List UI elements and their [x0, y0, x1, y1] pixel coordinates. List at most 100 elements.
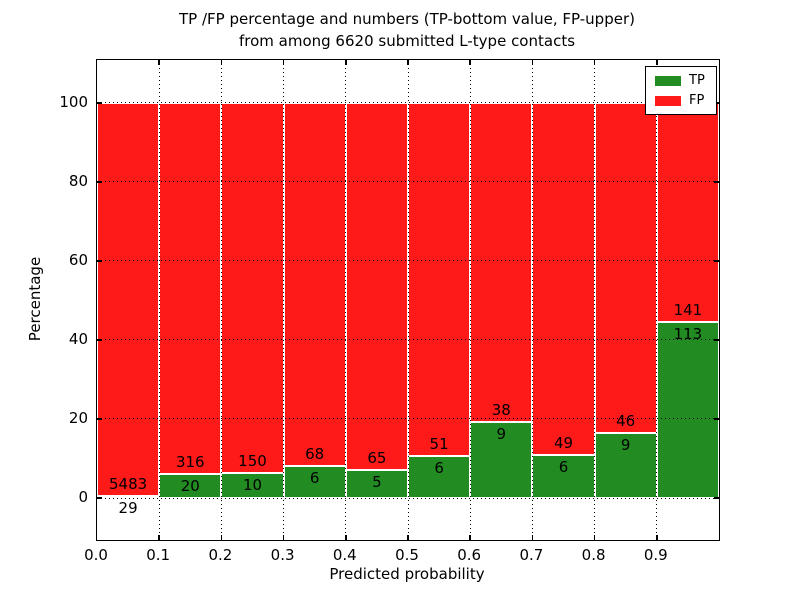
tp-bar-segment: [97, 495, 160, 498]
x-tick: [282, 535, 285, 540]
tp-count-label: 113: [673, 325, 703, 344]
v-gridline: [656, 60, 658, 540]
x-axis-label: Predicted probability: [329, 565, 485, 583]
tp-bar-segment: [470, 422, 533, 498]
x-tick-label: 0.5: [395, 546, 419, 564]
y-tick-label: 20: [68, 408, 88, 427]
x-tick-label: 0.9: [643, 546, 668, 564]
x-tick: [469, 535, 471, 540]
y-tick: [714, 181, 719, 183]
v-gridline: [594, 60, 596, 540]
fp-bar-segment: [594, 102, 657, 434]
y-tick: [97, 260, 102, 262]
x-tick: [282, 60, 285, 65]
v-gridline: [220, 60, 222, 540]
v-gridline: [158, 60, 160, 540]
y-tick: [714, 260, 719, 262]
tp-bar-segment: [532, 454, 595, 498]
x-tick: [593, 535, 596, 540]
y-tick-label: 60: [68, 250, 88, 269]
x-tick: [656, 60, 658, 65]
y-tick: [714, 339, 719, 341]
tp-count-label: 29: [118, 498, 138, 517]
y-tick: [97, 102, 102, 104]
fp-count-label: 65: [367, 448, 387, 467]
tp-count-label: 10: [242, 476, 263, 495]
tp-bar-segment: [221, 473, 284, 498]
fp-count-label: 49: [553, 433, 574, 452]
tp-bar-segment: [345, 469, 408, 498]
fp-count-label: 141: [673, 301, 703, 320]
tp-count-label: 9: [620, 436, 631, 455]
y-tick-label: 100: [59, 92, 88, 111]
y-tick: [97, 339, 102, 341]
fp-bar-segment: [470, 102, 533, 423]
x-tick-label: 0.7: [519, 546, 544, 564]
y-tick: [97, 497, 102, 499]
y-axis-label: Percentage: [26, 256, 44, 342]
tp-bar-segment: [283, 465, 346, 498]
fp-bar-segment: [345, 102, 408, 470]
x-tick-label: 0.4: [332, 546, 357, 564]
x-tick: [469, 60, 471, 65]
plot-area: 5483 29 316 20 150 10 68 6 65 5 51 6 38 9 49 6 46 9 141 113: [96, 59, 720, 541]
y-tick-label: 0: [78, 488, 88, 506]
tp-count-label: 20: [180, 477, 200, 496]
x-tick-label: 0.8: [581, 546, 606, 564]
x-tick: [531, 60, 534, 65]
fp-count-label: 46: [616, 412, 636, 431]
tp-bar-segment: [594, 433, 657, 498]
x-tick-label: 0.3: [270, 546, 295, 564]
x-tick: [593, 60, 596, 65]
x-tick-label: 0.2: [208, 546, 233, 564]
fp-legend-swatch: [655, 95, 681, 106]
fp-bar-segment: [532, 102, 595, 455]
y-tick: [97, 418, 102, 420]
y-tick-label: 80: [68, 171, 88, 190]
y-tick-label: 40: [68, 329, 88, 348]
tp-count-label: 5: [372, 472, 382, 491]
tp-count-label: 6: [434, 459, 444, 478]
chart-title-line1: TP /FP percentage and numbers (TP-bottom…: [179, 10, 635, 28]
chart-title-line2: from among 6620 submitted L-type contact…: [238, 32, 576, 50]
x-tick-label: 0.6: [457, 546, 482, 564]
x-tick: [158, 60, 160, 65]
tp-legend-swatch: [655, 75, 681, 86]
fp-bar-segment: [221, 102, 284, 474]
v-gridline: [283, 60, 285, 540]
x-tick-label: 0.1: [146, 546, 171, 564]
fp-bar-segment: [97, 102, 160, 496]
chart-title: TP /FP percentage and numbers (TP-bottom…: [96, 8, 718, 52]
x-tick: [407, 60, 409, 65]
fp-legend-label: FP: [689, 93, 705, 108]
tp-bar-segment: [408, 456, 471, 498]
fp-bar-segment: [656, 102, 719, 323]
tp-bar-segment: [159, 474, 222, 498]
fp-count-label: 68: [305, 444, 325, 463]
fp-count-label: 316: [175, 453, 205, 472]
v-gridline: [469, 60, 471, 540]
fp-count-label: 150: [238, 452, 267, 471]
fp-count-label: 51: [429, 435, 449, 454]
x-tick: [345, 535, 347, 540]
fp-bar-segment: [159, 102, 222, 475]
tp-count-label: 6: [558, 457, 569, 476]
legend: TP FP: [645, 66, 717, 115]
tp-count-label: 9: [496, 425, 507, 444]
tp-count-label: 6: [309, 468, 320, 487]
fp-count-label: 38: [491, 401, 511, 420]
x-tick-label: 0.0: [84, 546, 108, 564]
x-tick: [158, 535, 160, 540]
x-tick: [345, 60, 347, 65]
fp-bar-segment: [283, 102, 346, 466]
fp-bar-segment: [408, 102, 471, 457]
legend-item-tp: TP: [655, 74, 707, 87]
legend-item-fp: FP: [655, 94, 707, 107]
x-tick: [220, 535, 223, 540]
v-gridline: [531, 60, 533, 540]
x-tick: [220, 60, 223, 65]
fp-count-label: 5483: [109, 474, 148, 493]
y-tick: [714, 418, 719, 420]
x-tick: [407, 535, 409, 540]
